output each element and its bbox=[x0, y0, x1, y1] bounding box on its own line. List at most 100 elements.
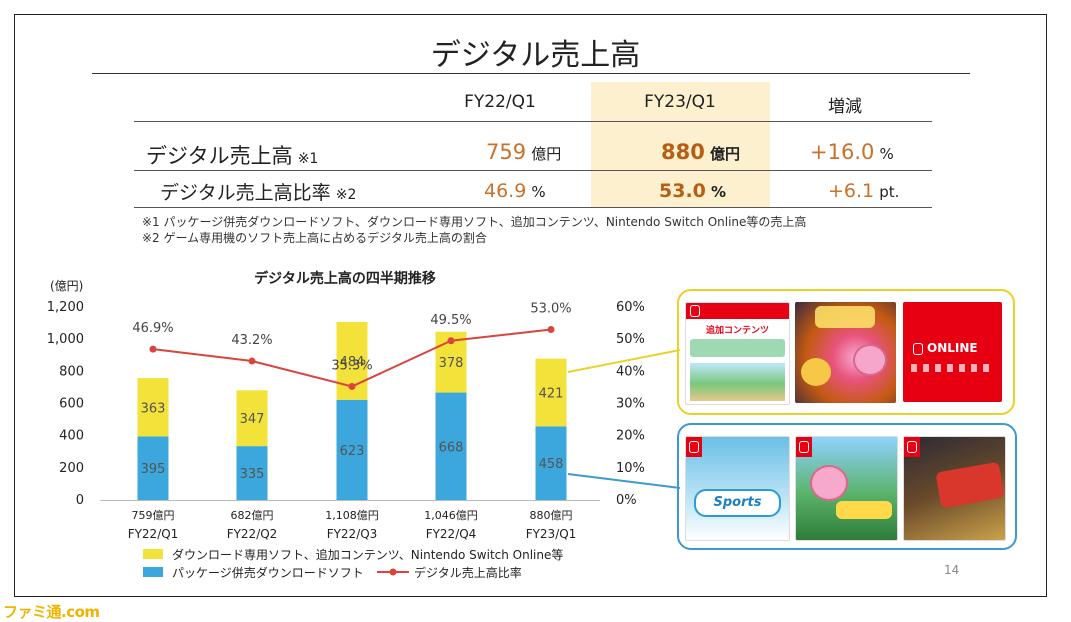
row-label: デジタル売上高比率 bbox=[160, 182, 331, 204]
y-axis-unit-label: (億円) bbox=[50, 279, 83, 293]
change-value: +16.0 bbox=[810, 140, 875, 164]
bar-package bbox=[137, 436, 169, 500]
fy22-unit: 億円 bbox=[531, 145, 562, 163]
ratio-label: 53.0% bbox=[530, 302, 571, 317]
y-tick-label: 600 bbox=[59, 397, 84, 412]
bar-label-package: 395 bbox=[141, 462, 166, 477]
highlight-column bbox=[591, 82, 770, 208]
ratio-label: 43.2% bbox=[231, 333, 272, 348]
footnote-1: ※1 パッケージ併売ダウンロードソフト、ダウンロード専用ソフト、追加コンテンツ、… bbox=[142, 215, 807, 229]
table-row: デジタル売上高 ※1 bbox=[146, 140, 318, 170]
yellow-image-group bbox=[677, 289, 1015, 415]
fy22-unit: % bbox=[531, 183, 546, 201]
fy23-unit: % bbox=[710, 183, 727, 201]
switch-red-bar bbox=[686, 303, 789, 319]
table-rule-top bbox=[134, 121, 932, 122]
legend-label-ratio: デジタル売上高比率 bbox=[414, 566, 522, 580]
bar-total-label: 1,108億円 bbox=[325, 509, 379, 522]
bar-label-download: 484 bbox=[340, 355, 365, 370]
ratio-point bbox=[547, 326, 555, 334]
legend-swatch-blue bbox=[143, 567, 163, 577]
ratio-point bbox=[447, 337, 455, 345]
chart-title: デジタル売上高の四半期推移 bbox=[254, 271, 436, 287]
switch-logo-icon bbox=[799, 441, 809, 453]
y2-tick-label: 50% bbox=[616, 332, 645, 347]
y2-tick-label: 60% bbox=[616, 300, 645, 315]
card-header: 追加コンテンツ bbox=[705, 326, 769, 336]
y-tick-label: 1,000 bbox=[47, 332, 84, 347]
bar-label-package: 335 bbox=[240, 467, 265, 482]
bar-label-download: 363 bbox=[141, 401, 166, 416]
retro-icons-art bbox=[911, 364, 994, 372]
y2-tick-label: 40% bbox=[616, 364, 645, 379]
row-note-mark: ※1 bbox=[297, 151, 319, 167]
legend-label-downloads: ダウンロード専用ソフト、追加コンテンツ、Nintendo Switch Onli… bbox=[172, 548, 564, 562]
island-logo-art bbox=[690, 339, 785, 357]
page-number: 14 bbox=[944, 563, 960, 577]
y-tick-label: 800 bbox=[59, 364, 84, 379]
header-change: 増減 bbox=[828, 97, 862, 117]
title-divider bbox=[92, 73, 970, 74]
y2-tick-label: 20% bbox=[616, 429, 645, 444]
fy23-unit: 億円 bbox=[709, 145, 740, 163]
x-tick-label: FY22/Q3 bbox=[327, 527, 378, 541]
table-row: デジタル売上高比率 ※2 bbox=[160, 178, 356, 205]
game-logo-art bbox=[836, 501, 892, 519]
header-fy23: FY23/Q1 bbox=[644, 92, 716, 112]
ratio-label: 35.3% bbox=[331, 358, 372, 373]
footnote-2: ※2 ゲーム専用機のソフト売上高に占めるデジタル売上高の割合 bbox=[142, 231, 487, 245]
game-logo-art bbox=[935, 461, 1005, 509]
kirby-forgotten-land-card bbox=[795, 436, 898, 541]
legend-line-swatch bbox=[377, 568, 409, 576]
kirby-fighters-card bbox=[795, 302, 896, 403]
bar-label-package: 668 bbox=[439, 440, 464, 455]
y2-tick-label: 0% bbox=[616, 493, 637, 508]
add-on-content-card: 追加コンテンツ bbox=[685, 302, 790, 405]
online-label: ONLINE bbox=[927, 341, 978, 355]
bar-label-download: 378 bbox=[439, 356, 464, 371]
table-rule-mid bbox=[134, 170, 932, 171]
table-rule-bottom bbox=[134, 207, 932, 208]
switch-logo-icon bbox=[689, 441, 699, 453]
y-tick-label: 200 bbox=[59, 461, 84, 476]
y-tick-label: 0 bbox=[76, 493, 84, 508]
ratio-label: 46.9% bbox=[132, 321, 173, 336]
y-tick-label: 400 bbox=[59, 429, 84, 444]
blue-image-group bbox=[677, 423, 1017, 550]
watermark-logo: ファミ通.com bbox=[3, 603, 100, 621]
bar-download bbox=[137, 378, 169, 437]
row-note-mark: ※2 bbox=[335, 187, 357, 203]
bar-package bbox=[435, 392, 467, 500]
switch-logo-icon bbox=[907, 441, 917, 453]
bar-package bbox=[336, 399, 368, 500]
legend-swatch-yellow bbox=[143, 549, 163, 559]
bar-package bbox=[535, 426, 567, 500]
change-unit: pt. bbox=[879, 183, 900, 201]
bar-label-package: 458 bbox=[539, 457, 564, 472]
fy22-value: 759 bbox=[486, 140, 527, 164]
fy22-value: 46.9 bbox=[484, 180, 527, 202]
ratio-label: 49.5% bbox=[430, 313, 471, 328]
yellow-connector-line bbox=[567, 349, 681, 373]
bar-download bbox=[535, 358, 567, 427]
kirby-character-art bbox=[853, 344, 887, 376]
bar-total-label: 880億円 bbox=[530, 509, 573, 522]
kirby-character-art bbox=[810, 465, 848, 501]
x-tick-label: FY22/Q2 bbox=[227, 527, 278, 541]
sports-logo: Sports bbox=[694, 489, 781, 517]
y-tick-label: 1,200 bbox=[47, 300, 84, 315]
ratio-point bbox=[348, 382, 356, 390]
fy23-value: 880 bbox=[661, 140, 705, 164]
bar-download bbox=[236, 390, 268, 447]
kirby-character-art bbox=[801, 358, 831, 386]
island-scene-art bbox=[690, 363, 785, 401]
bar-label-download: 421 bbox=[539, 386, 564, 401]
bar-label-download: 347 bbox=[240, 412, 265, 427]
page-title: デジタル売上高 bbox=[430, 38, 641, 73]
mario-strikers-card bbox=[903, 436, 1006, 541]
legend-label-package: パッケージ併売ダウンロードソフト bbox=[172, 566, 364, 580]
switch-logo-icon bbox=[690, 305, 700, 317]
nintendo-switch-online-card: ONLINE bbox=[903, 302, 1002, 402]
header-fy22: FY22/Q1 bbox=[464, 92, 536, 112]
